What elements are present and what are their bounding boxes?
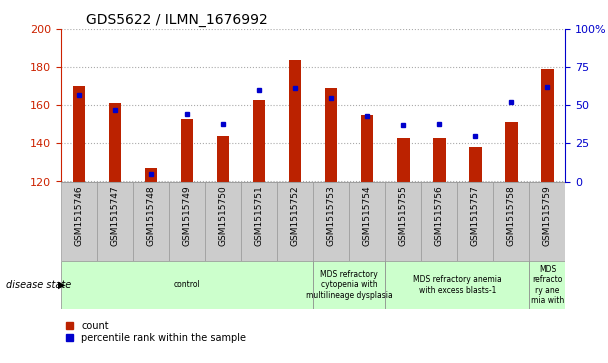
Bar: [433, 138, 446, 182]
Bar: [72, 86, 85, 182]
Text: GSM1515751: GSM1515751: [255, 185, 263, 246]
Bar: [61, 261, 313, 309]
Bar: [313, 261, 385, 309]
Bar: [397, 138, 410, 182]
Bar: [530, 261, 565, 309]
Text: GSM1515754: GSM1515754: [363, 185, 371, 246]
Bar: [505, 122, 517, 182]
Bar: [349, 182, 385, 261]
Text: MDS
refracto
ry ane
mia with: MDS refracto ry ane mia with: [531, 265, 564, 305]
Text: GSM1515755: GSM1515755: [399, 185, 408, 246]
Bar: [457, 182, 493, 261]
Text: control: control: [174, 281, 200, 289]
Bar: [241, 182, 277, 261]
Bar: [361, 115, 373, 182]
Bar: [289, 60, 302, 182]
Text: GSM1515748: GSM1515748: [147, 185, 156, 246]
Text: GSM1515756: GSM1515756: [435, 185, 444, 246]
Bar: [133, 182, 169, 261]
Bar: [541, 69, 554, 182]
Bar: [385, 182, 421, 261]
Bar: [313, 182, 349, 261]
Text: GSM1515753: GSM1515753: [326, 185, 336, 246]
Bar: [61, 182, 97, 261]
Bar: [325, 88, 337, 182]
Bar: [469, 147, 482, 182]
Text: GSM1515750: GSM1515750: [218, 185, 227, 246]
Text: MDS refractory
cytopenia with
multilineage dysplasia: MDS refractory cytopenia with multilinea…: [306, 270, 393, 300]
Text: MDS refractory anemia
with excess blasts-1: MDS refractory anemia with excess blasts…: [413, 275, 502, 295]
Bar: [530, 182, 565, 261]
Bar: [277, 182, 313, 261]
Bar: [216, 136, 229, 182]
Text: ▶: ▶: [58, 280, 65, 290]
Legend: count, percentile rank within the sample: count, percentile rank within the sample: [66, 321, 246, 343]
Bar: [421, 182, 457, 261]
Bar: [253, 99, 265, 182]
Text: GSM1515752: GSM1515752: [291, 185, 300, 246]
Bar: [493, 182, 530, 261]
Text: GSM1515747: GSM1515747: [111, 185, 119, 246]
Bar: [205, 182, 241, 261]
Bar: [385, 261, 530, 309]
Text: GSM1515759: GSM1515759: [543, 185, 552, 246]
Text: disease state: disease state: [6, 280, 71, 290]
Bar: [109, 103, 121, 182]
Text: GSM1515757: GSM1515757: [471, 185, 480, 246]
Text: GSM1515746: GSM1515746: [74, 185, 83, 246]
Bar: [145, 168, 157, 182]
Bar: [169, 182, 205, 261]
Text: GDS5622 / ILMN_1676992: GDS5622 / ILMN_1676992: [86, 13, 268, 26]
Text: GSM1515749: GSM1515749: [182, 185, 192, 246]
Bar: [97, 182, 133, 261]
Bar: [181, 119, 193, 182]
Text: GSM1515758: GSM1515758: [507, 185, 516, 246]
